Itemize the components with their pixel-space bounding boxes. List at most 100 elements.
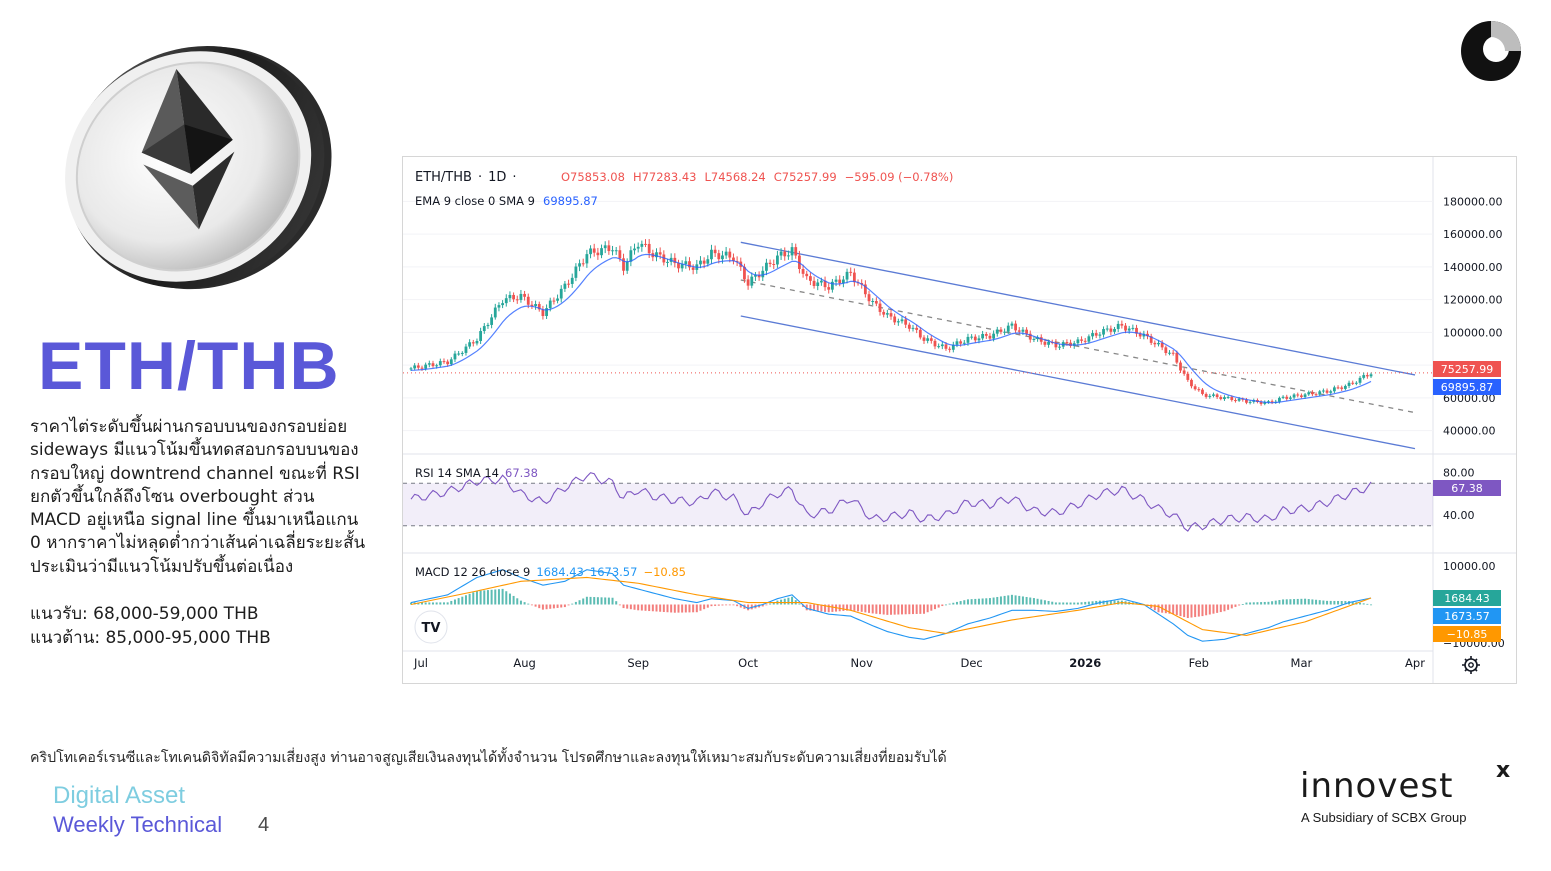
candle-body bbox=[710, 249, 713, 260]
macd-histogram-bar bbox=[472, 592, 475, 605]
macd-histogram-bar bbox=[585, 596, 588, 605]
macd-histogram-bar bbox=[1091, 601, 1094, 605]
candle-body bbox=[486, 324, 490, 327]
price-chart[interactable]: 180000.00 160000.00 140000.00 120000.00 1000… bbox=[402, 156, 1517, 684]
candle-body bbox=[449, 359, 453, 365]
candle-body bbox=[1278, 397, 1281, 402]
macd-histogram-bar bbox=[468, 593, 471, 605]
macd-histogram-bar bbox=[626, 604, 629, 609]
candle-body bbox=[816, 282, 820, 286]
macd-histogram-bar bbox=[1168, 604, 1171, 614]
macd-histogram-bar bbox=[783, 598, 786, 605]
macd-histogram-bar bbox=[871, 604, 874, 614]
macd-histogram-bar bbox=[604, 597, 607, 605]
macd-histogram-bar bbox=[1219, 604, 1222, 613]
candle-body bbox=[911, 327, 915, 329]
candle-body bbox=[984, 333, 988, 336]
candle-body bbox=[830, 281, 834, 290]
candle-body bbox=[794, 247, 798, 256]
macd-histogram-bar bbox=[527, 603, 530, 605]
candle-body bbox=[970, 336, 974, 338]
macd-histogram-bar bbox=[1032, 598, 1035, 605]
macd-histogram-bar bbox=[600, 597, 603, 605]
macd-histogram-bar bbox=[655, 604, 658, 612]
macd-histogram-bar bbox=[714, 604, 717, 606]
macd-histogram-bar bbox=[747, 604, 750, 611]
candle-body bbox=[1219, 397, 1223, 400]
settings-gear-icon[interactable] bbox=[1462, 656, 1480, 674]
candle-body bbox=[622, 258, 625, 271]
macd-histogram-bar bbox=[882, 604, 885, 615]
candle-body bbox=[471, 342, 475, 344]
macd-histogram-bar bbox=[1245, 602, 1248, 605]
candle-body bbox=[966, 336, 970, 343]
candle-body bbox=[922, 337, 926, 341]
candle-body bbox=[1087, 336, 1091, 342]
candle-body bbox=[743, 266, 746, 280]
macd-histogram-bar bbox=[549, 604, 552, 609]
candle-body bbox=[1190, 379, 1193, 387]
candle-body bbox=[530, 304, 534, 307]
candle-body bbox=[1069, 342, 1072, 346]
time-tick-label: Apr bbox=[1405, 656, 1425, 670]
macd-histogram-bar bbox=[1344, 601, 1347, 605]
macd-histogram-bar bbox=[948, 603, 951, 605]
macd-histogram-bar bbox=[681, 604, 684, 613]
candle-body bbox=[981, 333, 985, 339]
macd-histogram-bar bbox=[1197, 604, 1200, 617]
tradingview-logo-icon[interactable]: TV bbox=[414, 610, 448, 644]
candle-body bbox=[948, 348, 952, 350]
last-price-badge: 75257.99 bbox=[1441, 363, 1494, 376]
macd-histogram-bar bbox=[410, 602, 412, 605]
signal-line bbox=[410, 576, 1372, 636]
candle-body bbox=[1175, 352, 1179, 363]
macd-histogram-bar bbox=[567, 604, 570, 606]
macd-histogram-bar bbox=[688, 604, 691, 613]
macd-histogram-bar bbox=[926, 604, 929, 613]
candle-body bbox=[1321, 390, 1325, 392]
price-tick-label: 60000.00 bbox=[1443, 392, 1496, 405]
candle-body bbox=[1263, 402, 1267, 404]
candle-body bbox=[951, 344, 955, 350]
macd-histogram-bar bbox=[457, 598, 460, 605]
candle-body bbox=[1153, 342, 1157, 345]
macd-histogram-bar bbox=[1080, 602, 1083, 605]
candle-body bbox=[633, 248, 636, 251]
macd-histogram-bar bbox=[560, 604, 563, 608]
macd-histogram-bar bbox=[618, 604, 621, 606]
macd-histogram-bar bbox=[706, 604, 709, 608]
rsi-tick-label: 80.00 bbox=[1443, 467, 1475, 480]
candle-body bbox=[475, 340, 479, 344]
candle-body bbox=[512, 294, 515, 300]
macd-histogram-bar bbox=[593, 597, 596, 605]
macd-histogram-bar bbox=[1095, 600, 1098, 605]
candle-body bbox=[1182, 370, 1186, 374]
macd-histogram-bar bbox=[1018, 595, 1021, 605]
candle-body bbox=[596, 252, 600, 256]
macd-histogram-bar bbox=[1300, 598, 1303, 605]
macd-histogram-bar bbox=[534, 604, 537, 607]
macd-histogram-bar bbox=[966, 599, 969, 605]
candle-body bbox=[611, 250, 614, 252]
macd-histogram-bar bbox=[1069, 602, 1072, 605]
macd-histogram-bar bbox=[1278, 600, 1281, 605]
candle-body bbox=[545, 308, 548, 317]
candle-body bbox=[691, 267, 695, 270]
candle-body bbox=[1179, 362, 1182, 371]
macd-histogram-bar bbox=[1183, 604, 1186, 618]
macd-histogram-bar bbox=[732, 604, 735, 606]
candle-body bbox=[1289, 397, 1292, 399]
candle-body bbox=[574, 266, 578, 278]
candle-body bbox=[845, 271, 849, 280]
macd-histogram-bar bbox=[541, 604, 544, 610]
candle-body bbox=[717, 253, 721, 260]
candle-body bbox=[570, 277, 574, 284]
candle-body bbox=[1212, 394, 1215, 396]
macd-histogram-bar bbox=[1267, 601, 1270, 605]
chart-canvas[interactable]: 180000.00 160000.00 140000.00 120000.00 1000… bbox=[403, 157, 1516, 683]
candle-body bbox=[490, 317, 494, 325]
candle-body bbox=[1281, 396, 1285, 398]
candle-body bbox=[1296, 394, 1300, 396]
macd-histogram-bar bbox=[424, 602, 427, 605]
macd-histogram-bar bbox=[1315, 599, 1318, 605]
